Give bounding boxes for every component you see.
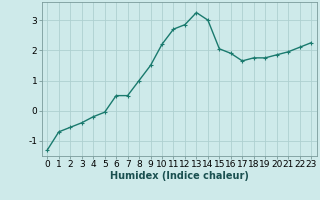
X-axis label: Humidex (Indice chaleur): Humidex (Indice chaleur) <box>110 171 249 181</box>
